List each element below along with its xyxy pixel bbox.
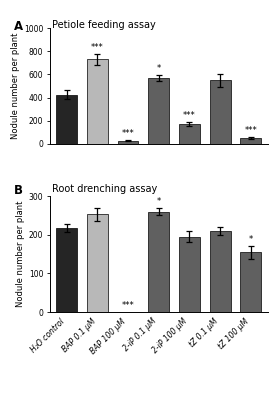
Bar bbox=[240, 138, 261, 144]
Bar bbox=[179, 237, 200, 312]
Bar bbox=[148, 78, 169, 144]
Text: Root drenching assay: Root drenching assay bbox=[52, 184, 157, 194]
Text: ***: *** bbox=[122, 301, 134, 310]
Text: ***: *** bbox=[91, 43, 104, 52]
Text: Petiole feeding assay: Petiole feeding assay bbox=[52, 20, 156, 30]
Y-axis label: Nodule number per plant: Nodule number per plant bbox=[16, 201, 25, 307]
Text: ***: *** bbox=[183, 111, 196, 120]
Bar bbox=[87, 59, 108, 144]
Text: ***: *** bbox=[245, 126, 257, 135]
Bar bbox=[210, 231, 230, 312]
Bar bbox=[210, 80, 230, 144]
Bar bbox=[179, 124, 200, 144]
Y-axis label: Nodule number per plant: Nodule number per plant bbox=[11, 33, 20, 139]
Bar bbox=[118, 141, 139, 144]
Text: B: B bbox=[14, 184, 23, 198]
Text: *: * bbox=[156, 64, 161, 73]
Text: *: * bbox=[156, 197, 161, 206]
Text: A: A bbox=[14, 20, 23, 33]
Text: *: * bbox=[249, 235, 253, 244]
Bar bbox=[87, 214, 108, 312]
Text: ***: *** bbox=[122, 129, 134, 138]
Bar bbox=[240, 252, 261, 312]
Bar bbox=[56, 228, 77, 312]
Bar bbox=[56, 95, 77, 144]
Bar bbox=[148, 212, 169, 312]
